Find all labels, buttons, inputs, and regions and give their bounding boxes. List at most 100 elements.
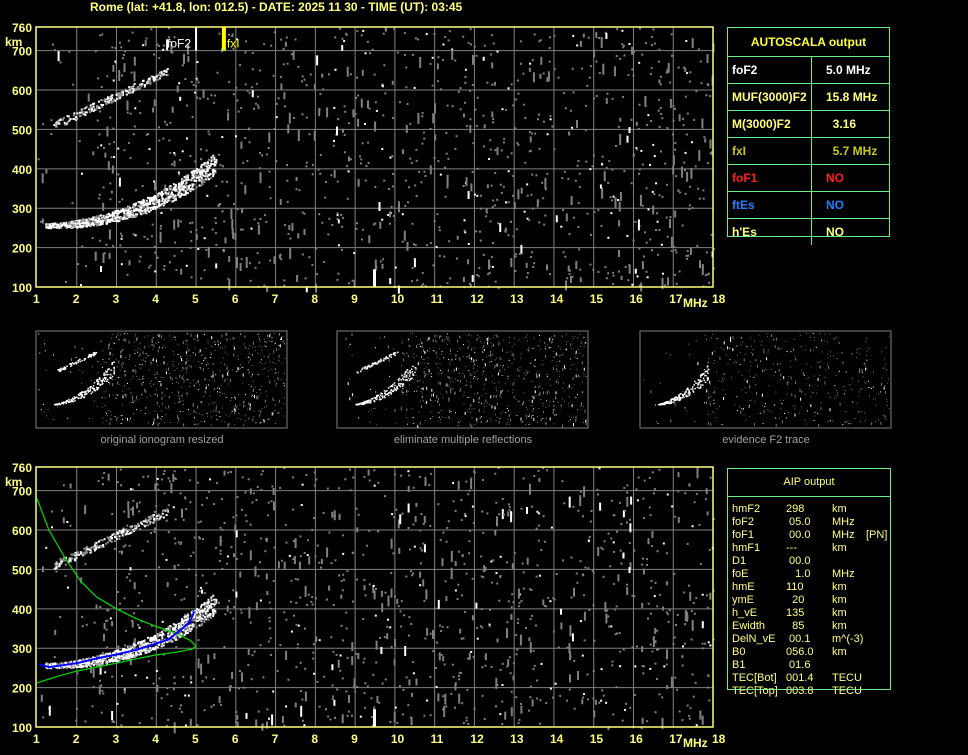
noise-dot (688, 80, 691, 83)
f2-trace-echo (79, 664, 82, 667)
multiple-reflection-echo (95, 108, 98, 111)
thumbnail-noise (200, 354, 202, 356)
noise-dot (368, 583, 371, 586)
noise-dot (691, 525, 694, 528)
x-tick-label: 17 (669, 292, 683, 306)
noise-dot (190, 681, 193, 684)
f2-trace-echo (114, 658, 117, 661)
noise-dot (521, 562, 524, 565)
f2-trace-echo (98, 661, 101, 664)
noise-dot (352, 552, 355, 555)
noise-dot (633, 50, 636, 53)
noise-dot (124, 544, 127, 547)
noise-dot (390, 588, 393, 598)
f2-trace-echo (98, 655, 101, 658)
noise-dot (392, 552, 395, 555)
f2-trace-echo (191, 170, 194, 173)
noise-dot (55, 570, 58, 573)
noise-dot (393, 473, 396, 476)
y-tick-label: 200 (12, 682, 32, 696)
f2-trace-echo (104, 218, 107, 221)
noise-dot (706, 54, 709, 64)
noise-dot (99, 110, 101, 113)
noise-dot (675, 175, 678, 178)
f2-trace-echo (101, 661, 104, 663)
noise-dot (364, 706, 367, 709)
f2-trace-echo (186, 192, 189, 195)
noise-dot (188, 479, 191, 482)
noise-dot (485, 208, 488, 214)
noise-dot (424, 637, 427, 640)
multiple-reflection-echo (139, 528, 142, 531)
noise-dot (179, 543, 182, 545)
f2-trace-echo (204, 163, 207, 166)
noise-dot (488, 259, 490, 270)
noise-dot (660, 75, 662, 78)
f2-trace-echo (214, 611, 217, 614)
noise-dot (420, 181, 423, 184)
f2-trace-echo (124, 656, 127, 659)
noise-dot (325, 598, 328, 601)
f2-trace-echo (187, 185, 190, 188)
noise-dot (247, 664, 250, 666)
multiple-reflection-echo (125, 531, 128, 534)
multiple-reflection-echo (121, 89, 124, 92)
noise-dot (377, 481, 380, 484)
noise-dot (459, 628, 462, 634)
f2-trace-echo (152, 197, 155, 200)
f2-trace-echo (203, 609, 206, 612)
noise-dot (700, 82, 703, 85)
noise-dot (127, 501, 130, 511)
f2-trace-echo (207, 174, 210, 177)
noise-dot (597, 270, 600, 273)
noise-dot (93, 621, 96, 624)
noise-dot (305, 84, 308, 87)
multiple-reflection-echo (66, 115, 69, 118)
noise-dot (41, 218, 44, 224)
f2-trace-echo (173, 626, 176, 629)
noise-dot (641, 163, 644, 166)
noise-dot (493, 81, 496, 86)
noise-dot (280, 83, 283, 90)
noise-dot (366, 40, 369, 43)
f2-trace-echo (129, 214, 132, 217)
noise-dot (531, 251, 534, 254)
f2-trace-echo (138, 653, 141, 656)
noise-dot (146, 676, 149, 679)
multiple-reflection-echo (89, 104, 92, 107)
thumbnail-noise (188, 365, 190, 366)
noise-dot (170, 705, 173, 707)
noise-dot (531, 699, 534, 707)
noise-dot (564, 255, 567, 258)
noise-dot (626, 484, 629, 487)
f2-trace-echo (119, 211, 122, 213)
noise-dot (567, 177, 570, 180)
f2-trace-echo (140, 640, 143, 643)
noise-dot (381, 84, 384, 87)
noise-dot (273, 31, 276, 34)
noise-dot (604, 602, 607, 612)
noise-dot (373, 484, 376, 487)
noise-dot (479, 230, 481, 233)
thumbnail-noise (203, 360, 205, 361)
noise-dot (463, 219, 466, 222)
noise-dot (401, 713, 404, 716)
noise-dot (111, 46, 114, 49)
f2-trace-echo (153, 201, 156, 204)
f2-trace-echo (204, 612, 207, 615)
f2-trace-echo (160, 192, 163, 195)
noise-dot (167, 504, 170, 507)
noise-dot (244, 491, 247, 494)
x-tick-label: 17 (669, 732, 683, 746)
noise-dot (568, 496, 571, 508)
y-tick-label: 760 (12, 461, 32, 475)
noise-dot (351, 279, 354, 282)
noise-dot (369, 52, 371, 55)
noise-dot (582, 33, 585, 38)
multiple-reflection-echo (152, 76, 155, 78)
noise-dot (384, 678, 387, 681)
noise-dot (127, 39, 130, 42)
noise-dot (666, 127, 669, 130)
f2-trace-echo (213, 598, 216, 601)
noise-dot (467, 722, 470, 725)
